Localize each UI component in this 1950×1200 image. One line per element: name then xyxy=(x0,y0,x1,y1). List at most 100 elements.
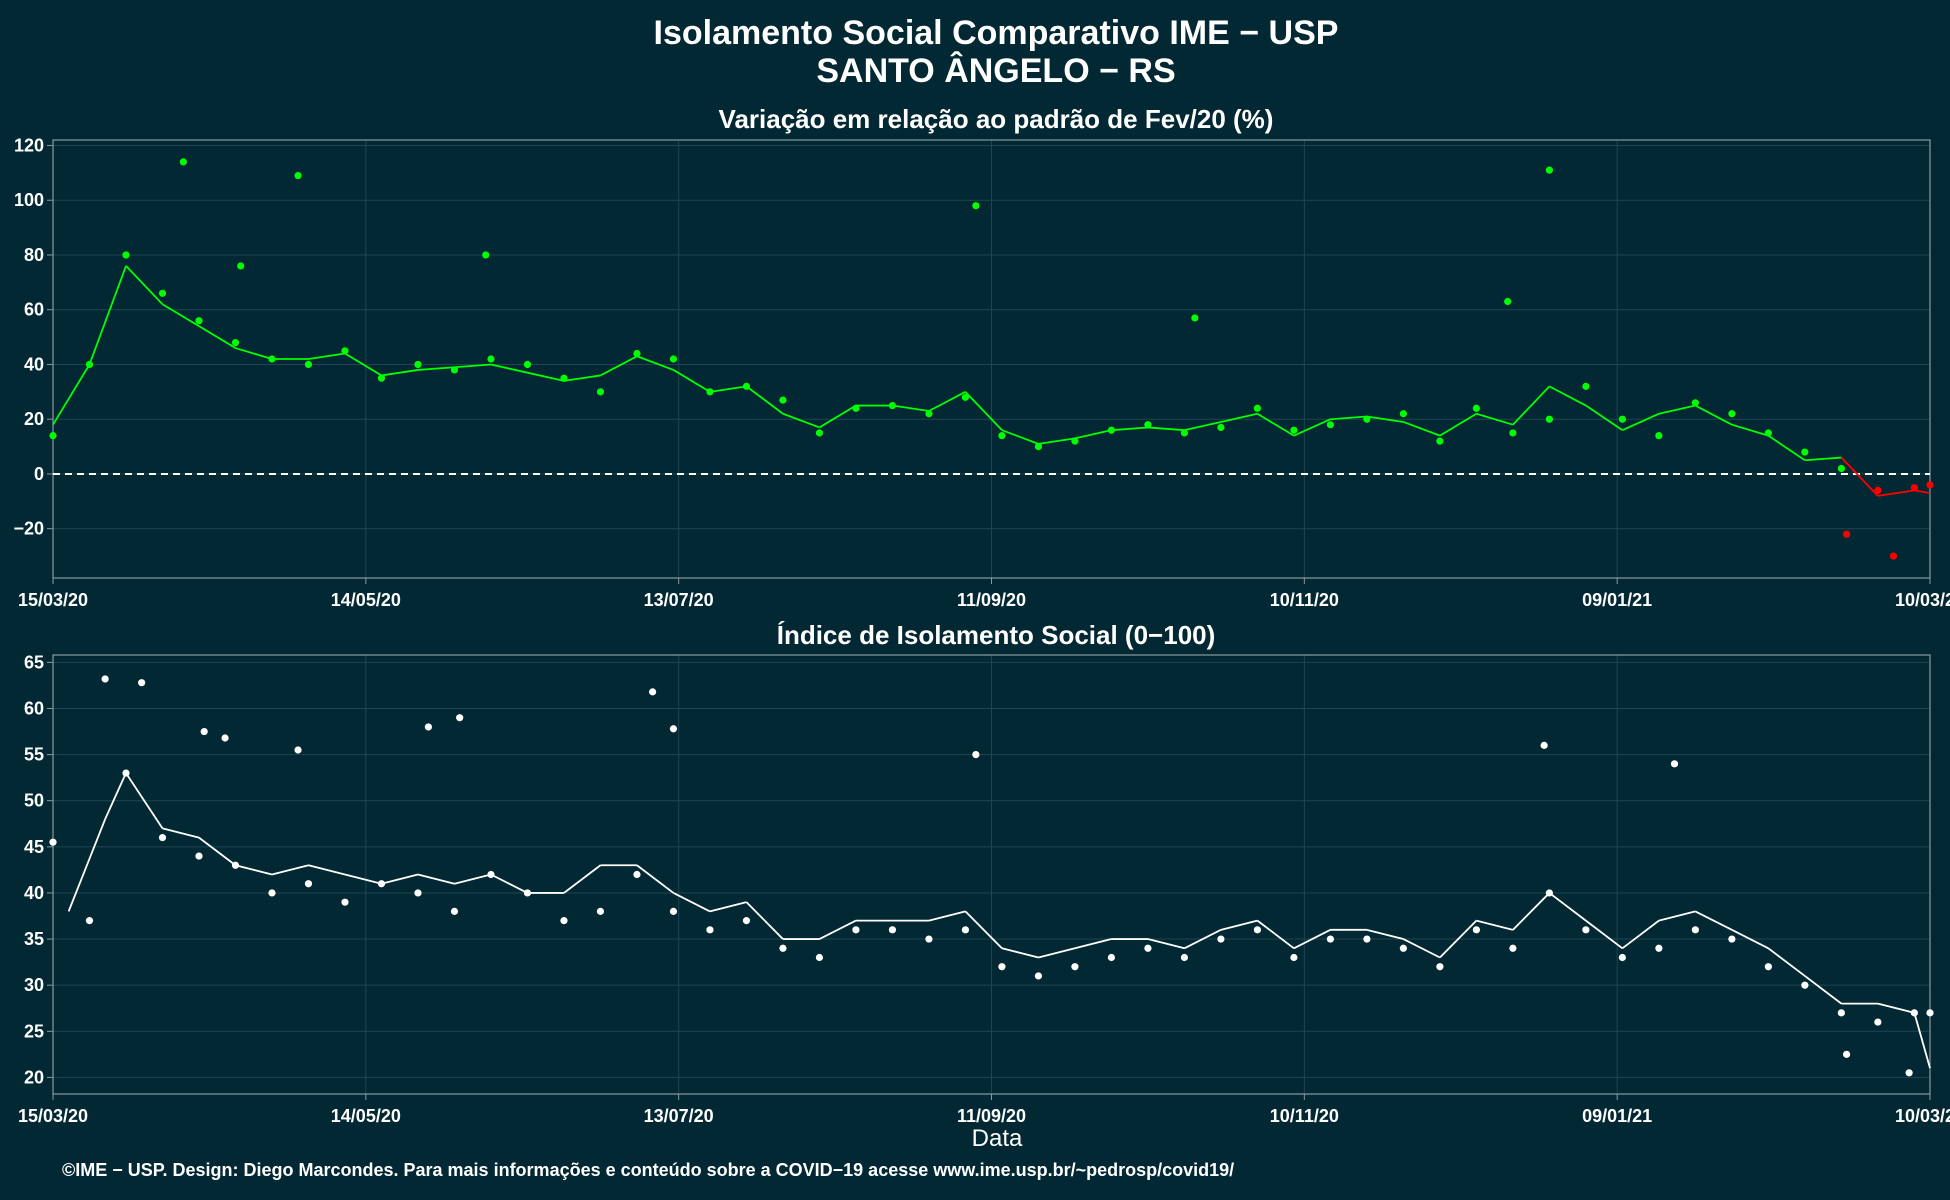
moving-average-segment xyxy=(104,772,127,820)
data-point xyxy=(669,355,678,363)
data-point xyxy=(1363,415,1371,423)
moving-average-segment xyxy=(1074,429,1112,440)
data-point xyxy=(1618,953,1626,962)
moving-average-segment xyxy=(928,391,966,412)
panel-1-title: Variação em relação ao padrão de Fev/20 … xyxy=(719,104,1274,134)
data-point xyxy=(1191,314,1199,322)
data-point xyxy=(1842,1050,1851,1058)
data-point xyxy=(138,679,146,687)
data-point xyxy=(1509,944,1517,952)
data-point xyxy=(1905,1069,1913,1077)
moving-average-segment xyxy=(1731,423,1769,437)
moving-average-segment xyxy=(1767,434,1806,462)
data-point xyxy=(1034,443,1043,451)
x-tick-label: 09/01/21 xyxy=(1582,590,1652,610)
moving-average-segment xyxy=(1439,412,1477,437)
moving-average-segment xyxy=(1220,919,1258,931)
data-point xyxy=(268,355,276,363)
moving-average-segment xyxy=(1731,929,1769,950)
data-point xyxy=(456,714,464,722)
x-axis-title: Data xyxy=(972,1125,1023,1152)
data-point xyxy=(158,834,167,842)
moving-average-segment xyxy=(782,412,820,429)
moving-average-segment xyxy=(1913,1012,1931,1069)
moving-average-segment xyxy=(1767,947,1806,977)
moving-average-segment xyxy=(1512,892,1551,931)
y-tick-label: 60 xyxy=(24,698,44,718)
data-point xyxy=(1874,486,1882,494)
data-point xyxy=(158,289,167,297)
data-point xyxy=(1071,963,1079,971)
data-point xyxy=(1691,926,1699,934)
data-point xyxy=(633,870,641,879)
data-point xyxy=(1107,953,1116,962)
moving-average-segment xyxy=(125,265,164,305)
x-tick-label: 10/11/20 xyxy=(1270,1106,1339,1126)
data-point xyxy=(1670,760,1679,768)
moving-average-segment xyxy=(1476,919,1514,931)
moving-average-segment xyxy=(1622,412,1660,431)
data-point xyxy=(85,360,94,369)
data-point xyxy=(1545,415,1553,423)
data-point xyxy=(961,393,970,401)
y-tick-label: 45 xyxy=(24,837,44,857)
data-point xyxy=(1545,166,1553,174)
data-point xyxy=(1540,741,1548,749)
moving-average-segment xyxy=(709,385,747,393)
moving-average-segment xyxy=(344,352,382,377)
y-tick-label: 20 xyxy=(24,409,44,429)
data-point xyxy=(852,926,860,934)
moving-average-segment xyxy=(928,910,966,922)
data-point xyxy=(972,751,980,759)
data-point xyxy=(341,347,349,355)
data-point xyxy=(49,838,57,846)
moving-average-segment xyxy=(1074,938,1112,950)
moving-average-segment xyxy=(1293,418,1331,437)
moving-average-segment xyxy=(1366,928,1404,940)
data-point xyxy=(1253,404,1262,412)
moving-average-segment xyxy=(1147,938,1185,950)
data-point xyxy=(294,746,302,754)
x-tick-label: 15/03/20 xyxy=(18,1106,88,1126)
data-point xyxy=(1801,981,1809,989)
moving-average-segment xyxy=(563,374,601,382)
moving-average-segment xyxy=(1585,404,1623,431)
moving-average-segment xyxy=(1877,1002,1915,1014)
data-point xyxy=(633,349,641,358)
x-tick-label: 11/09/20 xyxy=(957,590,1026,610)
moving-average-segment xyxy=(308,864,346,876)
data-point xyxy=(377,880,386,888)
moving-average-segment xyxy=(1694,910,1733,931)
data-point xyxy=(1910,1009,1918,1017)
data-point xyxy=(1618,415,1626,423)
x-tick-label: 10/11/20 xyxy=(1270,590,1339,610)
data-point xyxy=(450,366,459,374)
data-point xyxy=(1217,935,1225,943)
moving-average-segment xyxy=(1804,456,1842,462)
x-tick-label: 15/03/20 xyxy=(18,590,88,610)
footer-credit: ©IME − USP. Design: Diego Marcondes. Par… xyxy=(62,1160,1234,1180)
data-point xyxy=(961,926,970,934)
moving-average-segment xyxy=(1111,426,1148,432)
data-point xyxy=(1107,426,1116,434)
data-point xyxy=(596,388,605,396)
data-point xyxy=(706,388,714,396)
data-point xyxy=(523,360,532,369)
data-point xyxy=(1691,399,1699,407)
data-point xyxy=(1926,481,1934,489)
moving-average-segment xyxy=(1585,919,1623,949)
data-point xyxy=(1926,1009,1934,1017)
y-tick-label: 120 xyxy=(14,135,44,155)
data-point xyxy=(1436,437,1444,445)
moving-average-segment xyxy=(67,818,106,912)
moving-average-segment xyxy=(1658,910,1696,922)
data-point xyxy=(1436,963,1444,971)
data-point xyxy=(231,338,240,347)
x-tick-label: 13/07/20 xyxy=(644,590,714,610)
moving-average-segment xyxy=(1256,919,1295,949)
moving-average-segment xyxy=(52,364,91,426)
index-panel: 20 25 30 35 40 45 50 55 60 65 15/03/20 14/05/20 13/0… xyxy=(18,652,1950,1126)
moving-average-segment xyxy=(417,366,455,371)
data-point xyxy=(648,688,657,696)
data-point xyxy=(49,432,57,440)
